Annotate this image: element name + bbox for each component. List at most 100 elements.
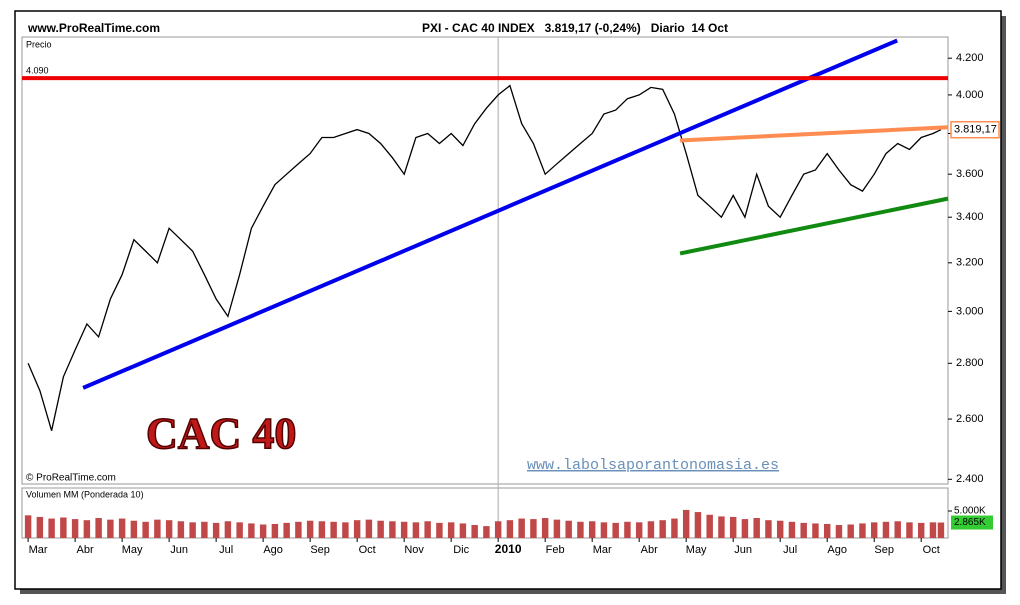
- x-tick-label: Ago: [827, 544, 847, 556]
- volume-last-label: 2.865K: [954, 517, 986, 528]
- volume-bar: [553, 519, 561, 538]
- volume-bar: [353, 520, 361, 538]
- volume-bar: [671, 518, 678, 538]
- x-tick-label: Jun: [170, 544, 188, 556]
- volume-bar: [165, 520, 173, 538]
- trend-line: [82, 38, 899, 390]
- volume-bar: [283, 522, 290, 538]
- volume-bar: [753, 518, 760, 538]
- x-tick-label: Ago: [263, 544, 283, 556]
- volume-bar: [483, 526, 490, 538]
- site-label: www.ProRealTime.com: [27, 21, 160, 35]
- x-tick-label: 2010: [495, 542, 522, 556]
- volume-bar: [107, 519, 114, 538]
- y-tick-label: 2.400: [956, 473, 984, 485]
- volume-bar: [95, 518, 102, 538]
- volume-bar: [659, 520, 666, 538]
- volume-bar: [506, 520, 514, 538]
- volume-bar: [894, 521, 901, 538]
- volume-bar: [588, 521, 596, 538]
- volume-bar: [541, 518, 549, 538]
- y-tick-label: 4.200: [956, 52, 984, 64]
- volume-bar: [812, 523, 819, 538]
- price-panel: [21, 36, 949, 485]
- x-tick-label: Nov: [404, 544, 424, 556]
- x-tick-label: May: [122, 544, 143, 556]
- volume-bar: [377, 520, 384, 538]
- volume-bar: [248, 523, 255, 538]
- x-tick-label: Jun: [734, 544, 752, 556]
- x-tick-label: Oct: [359, 544, 376, 556]
- y-tick-label: 3.400: [956, 211, 984, 223]
- volume-bar: [706, 514, 713, 538]
- volume-tick-label: 5.000K: [954, 506, 986, 517]
- y-tick-label: 4.000: [956, 89, 984, 101]
- volume-bar: [718, 516, 725, 538]
- volume-bar: [647, 521, 655, 538]
- volume-bar: [447, 522, 455, 538]
- volume-bar: [729, 516, 737, 538]
- volume-bar: [236, 522, 243, 538]
- x-tick-label: Abr: [641, 544, 658, 556]
- volume-bar: [201, 521, 208, 538]
- x-tick-label: May: [686, 544, 707, 556]
- x-tick-label: Mar: [29, 544, 48, 556]
- volume-bar: [424, 521, 431, 538]
- volume-bar: [365, 519, 373, 538]
- volume-bar: [882, 521, 890, 538]
- volume-bar: [130, 520, 138, 538]
- volume-bar: [577, 521, 584, 538]
- volume-bar: [459, 523, 467, 538]
- volume-bar: [682, 509, 690, 538]
- volume-bar: [118, 518, 126, 538]
- copyright: © ProRealTime.com: [26, 473, 116, 484]
- y-tick-label: 3.200: [956, 257, 984, 269]
- volume-bar: [917, 522, 925, 538]
- volume-bar: [189, 522, 196, 538]
- volume-bar: [835, 525, 843, 538]
- volume-bar: [859, 523, 866, 538]
- watermark: www.labolsaporantonomasia.es: [527, 457, 779, 474]
- volume-bar: [48, 518, 55, 538]
- big-label: CAC 40: [146, 409, 296, 458]
- volume-bar: [400, 521, 408, 538]
- chart-title: PXI - CAC 40 INDEX 3.819,17 (-0,24%) Dia…: [422, 21, 728, 35]
- volume-bar: [154, 519, 161, 538]
- volume-bar: [765, 520, 772, 538]
- volume-bar: [847, 524, 854, 538]
- last-price-box: [950, 120, 1000, 139]
- volume-bar: [776, 520, 784, 538]
- volume-bar: [295, 521, 302, 538]
- volume-bar: [494, 521, 502, 538]
- volume-bar: [635, 522, 643, 538]
- y-tick-label: 2.600: [956, 413, 984, 425]
- volume-bar: [906, 522, 913, 538]
- y-label: Precio: [26, 39, 52, 49]
- volume-bar: [318, 521, 326, 538]
- volume-title: Volumen MM (Ponderada 10): [26, 489, 144, 499]
- volume-bar: [929, 522, 937, 538]
- price-line: [27, 84, 942, 431]
- x-tick-label: Jul: [783, 544, 797, 556]
- volume-bar: [412, 522, 420, 538]
- x-tick-label: Mar: [593, 544, 612, 556]
- volume-bar: [741, 519, 749, 538]
- y-tick-label: 3.000: [956, 305, 984, 317]
- volume-bar: [177, 521, 185, 538]
- volume-bar: [800, 522, 807, 538]
- volume-bar: [330, 521, 337, 538]
- volume-bar: [142, 521, 149, 538]
- volume-bar: [342, 522, 349, 538]
- volume-bar: [530, 519, 537, 538]
- volume-bar: [624, 521, 631, 538]
- trend-line: [679, 196, 949, 256]
- x-tick-label: Dic: [453, 544, 469, 556]
- volume-bar: [694, 512, 702, 538]
- volume-bar: [600, 522, 608, 538]
- volume-bar: [436, 522, 443, 538]
- volume-bar: [937, 522, 945, 538]
- y-tick-label: 2.800: [956, 357, 984, 369]
- volume-bar: [518, 518, 525, 538]
- x-tick-label: Feb: [546, 544, 565, 556]
